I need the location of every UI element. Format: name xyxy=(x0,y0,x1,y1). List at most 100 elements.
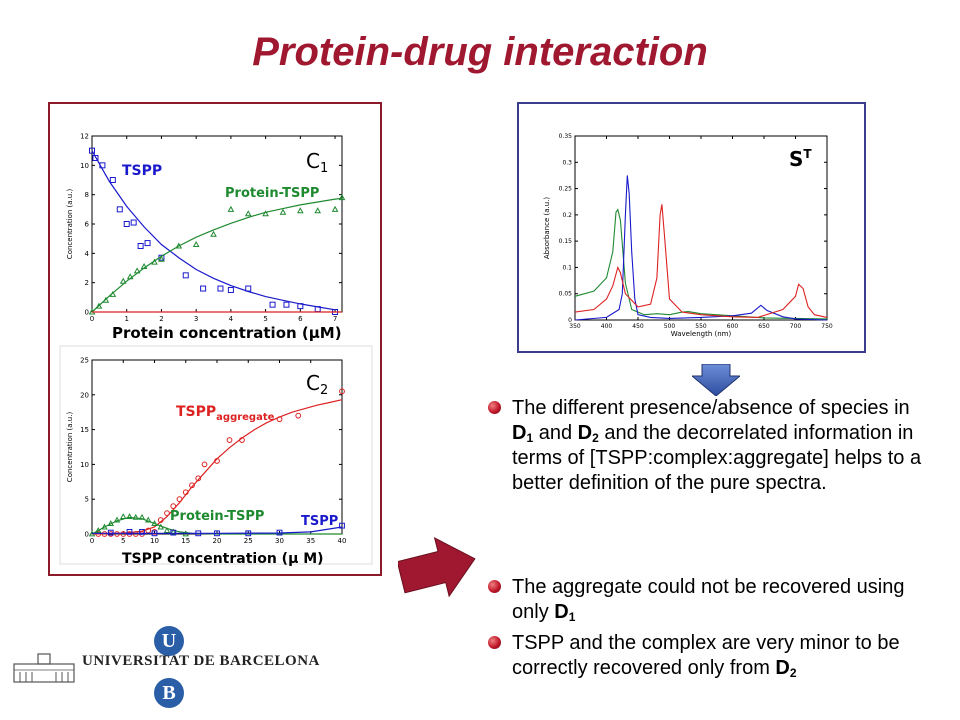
data-point xyxy=(109,177,116,183)
data-point xyxy=(120,531,127,537)
label-tspp: TSPP xyxy=(122,163,162,179)
bullet-dot-icon xyxy=(488,636,501,649)
x-tick-label: 5 xyxy=(121,537,125,545)
data-point xyxy=(137,243,144,249)
data-point xyxy=(144,240,151,247)
data-point xyxy=(239,437,245,443)
data-point xyxy=(214,458,220,464)
data-point xyxy=(295,412,302,419)
data-point xyxy=(92,155,99,161)
x-axis-label: Wavelength (nm) xyxy=(671,330,732,338)
data-point xyxy=(331,205,339,212)
data-point xyxy=(192,241,200,248)
data-point xyxy=(297,303,304,310)
y-tick-label: 0.3 xyxy=(562,159,572,166)
data-point xyxy=(279,208,287,215)
data-point xyxy=(140,263,148,270)
y-tick-label: 0.15 xyxy=(559,238,573,245)
x-tick-label: 500 xyxy=(664,323,676,330)
x-tick-label: 7 xyxy=(333,315,337,323)
chart-st: 350 400 450 500 550 600 650 700 750 0 0.05 0.1 0.15 0… xyxy=(543,133,833,338)
data-point xyxy=(132,513,139,520)
fit-line xyxy=(91,150,336,311)
x-tick-label: 30 xyxy=(275,537,284,545)
y-axis-label: Concentration (a.u.) xyxy=(66,189,74,260)
data-point xyxy=(109,290,117,297)
label-protein-tspp: Protein-TSPP xyxy=(225,186,319,201)
x-tick-label: 650 xyxy=(758,323,770,330)
data-point xyxy=(95,531,102,537)
x-tick-label: 6 xyxy=(298,315,303,323)
data-point xyxy=(175,242,183,249)
data-point xyxy=(107,529,114,536)
logo-seal-bottom: B xyxy=(154,678,184,708)
subfigure-border xyxy=(59,345,373,565)
y-tick-label: 0 xyxy=(85,309,89,317)
x-tick-label: 4 xyxy=(229,315,234,323)
data-point xyxy=(130,219,137,226)
bullets-bottom: The aggregate could not be recovered usi… xyxy=(488,575,928,687)
data-point xyxy=(200,285,207,292)
logo-text: UNIVERSITAT DE BARCELONA xyxy=(82,653,320,669)
data-point xyxy=(95,527,102,533)
y-tick-label: 5 xyxy=(85,496,89,504)
fit-line xyxy=(91,197,343,313)
y-tick-label: 8 xyxy=(85,191,89,199)
series-line xyxy=(574,204,828,318)
data-point xyxy=(283,301,290,308)
y-tick-label: 10 xyxy=(80,162,89,170)
x-tick-label: 400 xyxy=(601,323,613,330)
data-point xyxy=(123,221,130,227)
data-point xyxy=(157,517,164,523)
y-axis-label: Concentration (a.u.) xyxy=(66,412,74,483)
y-tick-label: 0.2 xyxy=(562,212,572,219)
y-tick-label: 4 xyxy=(85,250,90,258)
data-point xyxy=(107,520,114,526)
label-tspp-c2: TSPP xyxy=(301,514,338,529)
data-point xyxy=(99,162,106,169)
data-point xyxy=(226,437,233,443)
logo-seal-top: U xyxy=(154,626,184,656)
data-point xyxy=(170,503,177,510)
slide-title: Protein-drug interaction xyxy=(252,30,708,74)
x-tick-label: 5 xyxy=(263,315,267,323)
data-point xyxy=(245,285,252,292)
x-tick-label: 40 xyxy=(338,537,347,545)
data-point xyxy=(133,267,141,274)
y-tick-label: 20 xyxy=(80,391,89,399)
building-icon xyxy=(13,653,75,683)
data-point xyxy=(101,523,108,530)
y-tick-label: 0.25 xyxy=(559,186,573,193)
y-tick-label: 6 xyxy=(85,221,90,229)
data-point xyxy=(201,461,208,468)
x-tick-label: 550 xyxy=(695,323,707,330)
data-point xyxy=(245,530,252,537)
x-tick-label: 10 xyxy=(150,537,159,545)
x-tick-label: 700 xyxy=(790,323,802,330)
y-axis-label: Absorbance (a.u.) xyxy=(543,197,551,259)
data-point xyxy=(296,207,304,214)
data-point xyxy=(195,475,202,482)
down-arrow xyxy=(692,364,740,396)
x-tick-label: 0 xyxy=(90,537,94,545)
data-point xyxy=(269,301,276,308)
data-point xyxy=(114,531,120,537)
data-point xyxy=(217,285,224,292)
x-tick-label: 350 xyxy=(569,323,581,330)
data-point xyxy=(126,529,133,535)
data-point xyxy=(338,194,346,201)
data-point xyxy=(276,416,283,423)
data-point xyxy=(244,210,252,217)
data-point xyxy=(95,302,103,309)
data-point xyxy=(101,531,108,537)
data-point xyxy=(138,513,146,520)
x-tick-label: 0 xyxy=(90,315,94,323)
data-point xyxy=(145,516,152,523)
x-tick-label: 3 xyxy=(194,315,198,323)
data-point xyxy=(176,496,183,503)
x-tick-label: 20 xyxy=(213,537,222,545)
data-point xyxy=(276,529,283,536)
spectra-frame: 350 400 450 500 550 600 650 700 750 0 0.05 0.1 0.15 0… xyxy=(517,102,866,353)
x-tick-label: 450 xyxy=(632,323,644,330)
